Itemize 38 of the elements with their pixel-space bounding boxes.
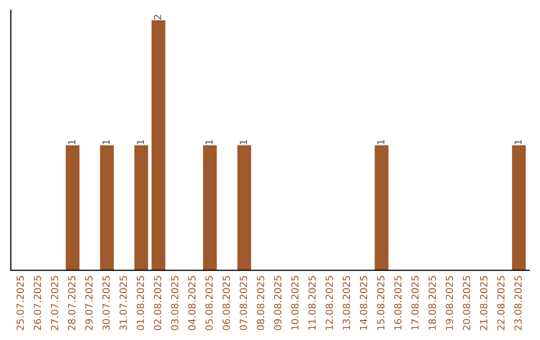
x-tick-label: 18.08.2025 — [428, 276, 436, 330]
x-tick-label: 29.07.2025 — [85, 276, 93, 330]
x-tick-label: 30.07.2025 — [102, 276, 110, 330]
x-tick-label: 05.08.2025 — [205, 276, 213, 330]
data-label: 1 — [240, 140, 247, 144]
data-label: 1 — [377, 140, 384, 144]
x-tick-label: 22.08.2025 — [497, 276, 505, 330]
x-tick-label: 10.08.2025 — [291, 276, 299, 330]
x-tick-label: 25.07.2025 — [16, 276, 24, 330]
data-label: 1 — [68, 140, 76, 144]
x-tick-label: 16.08.2025 — [394, 276, 402, 330]
data-label: 1 — [514, 140, 522, 144]
x-tick-label: 28.07.2025 — [68, 276, 76, 330]
x-tick-label: 31.07.2025 — [120, 276, 127, 330]
x-tick-label: 13.08.2025 — [342, 276, 350, 330]
x-tick-label: 21.08.2025 — [480, 276, 488, 330]
x-tick-label: 26.07.2025 — [34, 276, 42, 330]
x-tick-label: 19.08.2025 — [446, 276, 454, 330]
x-tick-label: 02.08.2025 — [154, 276, 162, 330]
x-tick-label: 23.08.2025 — [514, 276, 522, 330]
x-tick-label: 20.08.2025 — [462, 276, 470, 330]
x-tick-label: 03.08.2025 — [171, 276, 178, 330]
x-tick-label: 01.08.2025 — [136, 276, 144, 330]
data-label: 1 — [206, 140, 213, 144]
x-tick-label: 04.08.2025 — [188, 276, 196, 330]
x-tick-label: 09.08.2025 — [274, 276, 282, 330]
data-label: 1 — [136, 140, 144, 144]
x-tick-label: 11.08.2025 — [308, 276, 316, 330]
x-tick-label: 15.08.2025 — [377, 276, 384, 330]
x-tick-label: 14.08.2025 — [360, 276, 368, 330]
x-tick-label: 07.08.2025 — [240, 276, 248, 330]
x-tick-label: 17.08.2025 — [411, 276, 419, 330]
data-label: 2 — [154, 14, 162, 20]
x-tick-label: 06.08.2025 — [222, 276, 230, 330]
data-label: 1 — [102, 140, 110, 144]
x-tick-label: 12.08.2025 — [326, 276, 333, 330]
x-tick-label: 27.07.2025 — [50, 276, 58, 330]
x-tick-label: 08.08.2025 — [256, 276, 264, 330]
